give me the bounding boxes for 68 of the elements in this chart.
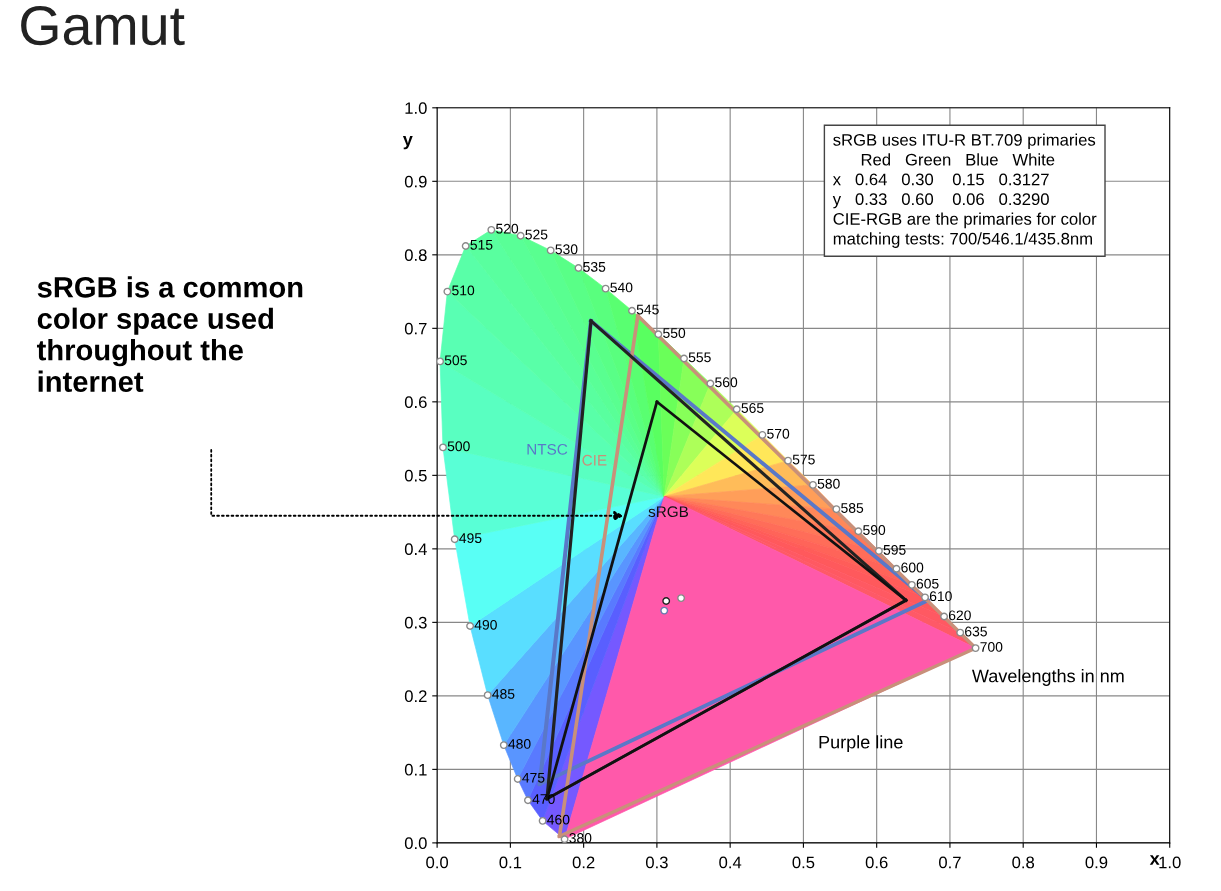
x-tick-label: 0.3 [645,856,668,869]
x-tick-label: 0.0 [426,856,449,869]
annotation: 610 [929,591,952,602]
annotation: 525 [525,229,548,240]
annotation: 490 [474,619,497,630]
annotation: 590 [863,525,886,535]
annotation: Red Green Blue White [861,153,1055,166]
annotation: 500 [447,441,470,452]
chart-title: Gamut [21,5,185,46]
annotation: 495 [459,533,482,544]
annotation: CIE-RGB are the primaries for color matching tests: 700/546.1/435.8nm [833,212,1097,248]
annotation: y 0.33 0.60 0.06 0.3290 [832,193,1049,209]
annotation: 520 [496,223,519,234]
y-tick-label: 0.7 [404,322,427,335]
annotation: Purple line [819,735,903,753]
annotation: 480 [508,739,531,749]
y-tick-label: 0.2 [404,690,427,703]
annotation: 585 [841,503,864,513]
annotation: sRGB uses ITU-R BT.709 primaries [833,133,1096,150]
annotation: 540 [610,282,633,293]
annotation: 635 [965,626,987,637]
y-tick-label: 1.0 [405,102,427,115]
x-tick-label: 0.2 [572,856,595,869]
annotation: 575 [792,454,815,465]
annotation: Wavelengths in nm [972,669,1124,686]
y-tick-label: 0.0 [404,837,427,850]
x-tick-label: 0.6 [865,856,888,869]
annotation: 475 [522,772,545,783]
annotation: 600 [901,562,924,573]
y-tick-label: 0.6 [404,396,427,409]
x-tick-label: 0.9 [1085,856,1108,869]
annotation: 380 [569,833,592,843]
annotation: 700 [980,641,1003,652]
y-axis-title: y [402,136,413,150]
x-tick-label: 0.4 [719,856,742,869]
annotation: 460 [547,814,570,825]
series-label: NTSC [527,443,568,455]
y-tick-label: 0.1 [404,763,427,776]
annotation: 560 [715,377,738,388]
y-tick-label: 0.9 [404,175,427,188]
annotation: 605 [916,578,939,589]
annotation: 580 [817,478,840,489]
annotation: 550 [663,328,686,338]
annotation: 555 [688,352,711,363]
annotation: 535 [583,261,606,272]
annotation: 545 [636,304,659,315]
annotation: x 0.64 0.30 0.15 0.3127 [832,173,1049,186]
x-tick-label: 0.5 [792,856,815,869]
x-tick-label: 0.1 [499,856,522,869]
x-axis-title: x [1149,855,1160,865]
annotation: 570 [767,428,790,439]
x-tick-label: 0.7 [939,856,961,869]
y-tick-label: 0.5 [404,469,427,482]
annotation: 515 [470,240,493,250]
annotation: 505 [444,355,467,366]
x-tick-label: 0.8 [1012,856,1035,869]
annotation: 530 [555,244,578,255]
series-label: CIE [582,454,607,466]
x-tick-label: 1.0 [1159,856,1181,869]
annotation: 620 [948,610,971,621]
annotation: 485 [492,689,515,699]
y-tick-label: 0.3 [404,616,427,629]
y-tick-label: 0.8 [404,249,427,262]
annotation: 510 [452,285,475,296]
y-tick-label: 0.4 [404,543,427,556]
text: sRGB is a common color space used throughout the internet [36,276,303,393]
annotation: 595 [883,544,906,555]
annotation: 565 [741,403,764,413]
